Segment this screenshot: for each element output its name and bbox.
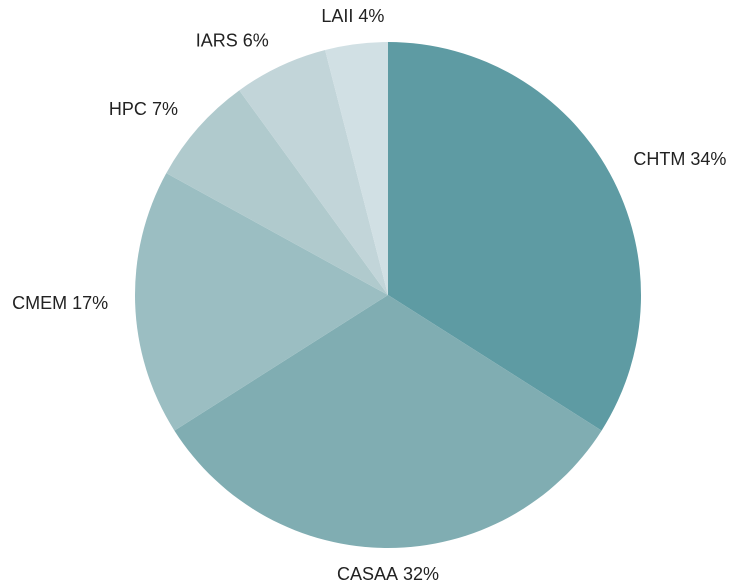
slice-value: 34% (690, 149, 726, 169)
pie-slice (174, 295, 602, 548)
pie-slice (239, 49, 388, 296)
slice-value: 32% (403, 564, 439, 584)
slice-name: IARS (196, 30, 238, 50)
slice-name: LAII (321, 6, 353, 26)
slice-value: 6% (243, 30, 269, 50)
pie-slice (166, 90, 388, 296)
slice-label: CHTM 34% (633, 149, 726, 169)
slice-name: CASAA (337, 564, 398, 584)
pie-slice (325, 42, 388, 295)
slice-label: CMEM 17% (12, 293, 108, 313)
slice-value: 17% (72, 293, 108, 313)
slice-label: LAII 4% (321, 6, 384, 26)
slice-value: 7% (152, 99, 178, 119)
slice-name: CMEM (12, 293, 67, 313)
slice-value: 4% (358, 6, 384, 26)
pie-slice (388, 42, 642, 431)
pie-slice (134, 173, 388, 431)
slice-name: HPC (109, 99, 147, 119)
slice-name: CHTM (633, 149, 685, 169)
slice-label: HPC 7% (109, 99, 178, 119)
slice-label: CASAA 32% (337, 564, 439, 584)
slice-label: IARS 6% (196, 30, 269, 50)
